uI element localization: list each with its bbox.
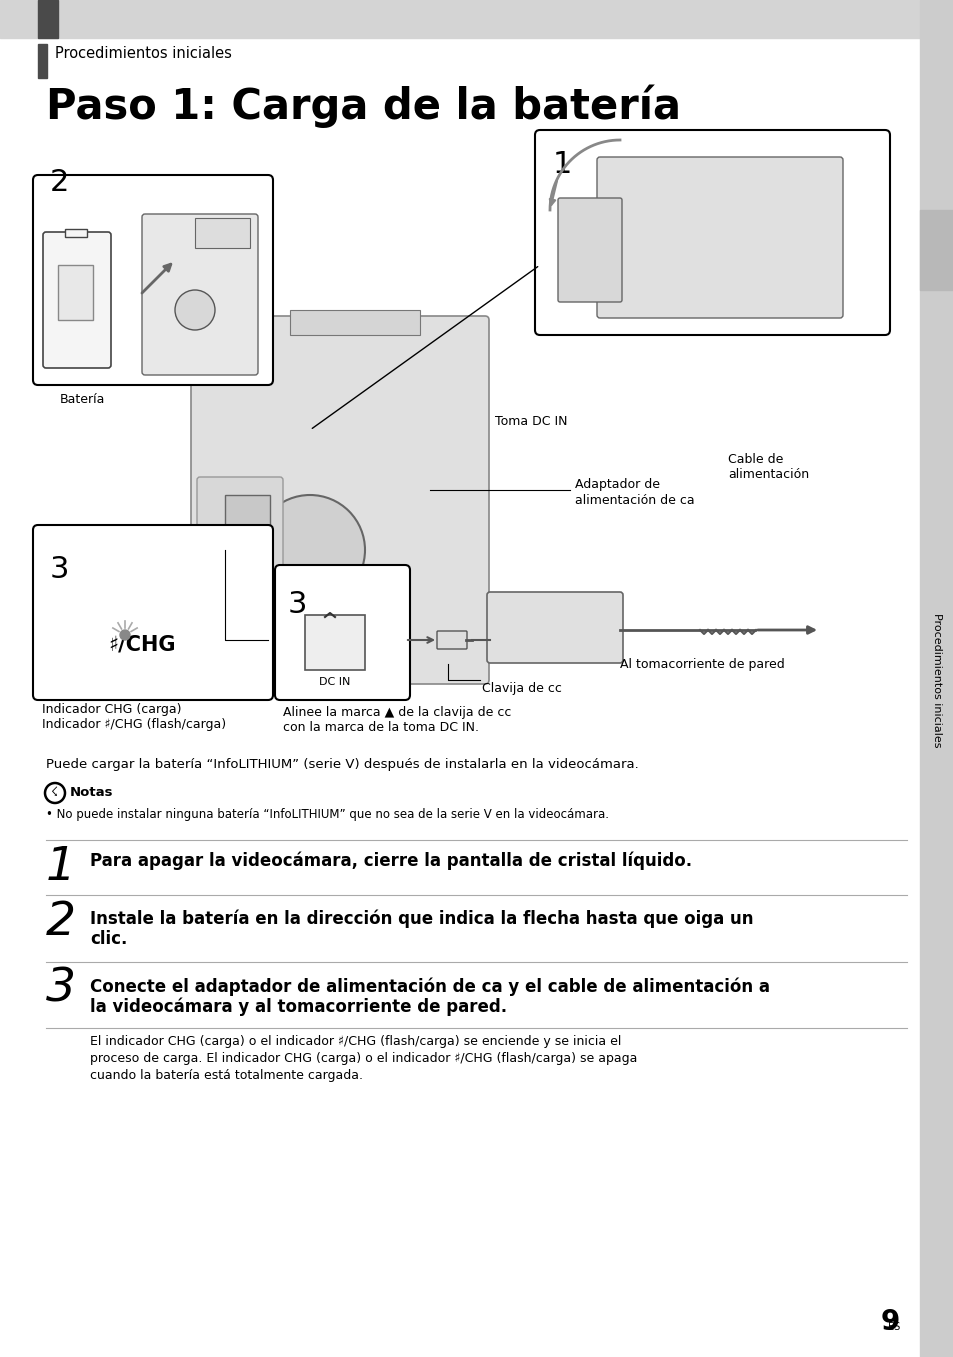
Text: ES: ES (887, 1322, 899, 1333)
Text: Indicador ♯/CHG (flash/carga): Indicador ♯/CHG (flash/carga) (42, 718, 226, 731)
Text: El indicador CHG (carga) o el indicador ♯/CHG (flash/carga) se enciende y se ini: El indicador CHG (carga) o el indicador … (90, 1035, 620, 1048)
FancyBboxPatch shape (142, 214, 257, 375)
Text: Clavija de cc: Clavija de cc (481, 683, 561, 695)
Text: Para apagar la videocámara, cierre la pantalla de cristal líquido.: Para apagar la videocámara, cierre la pa… (90, 852, 691, 870)
Text: • No puede instalar ninguna batería “InfoLITHIUM” que no sea de la serie V en la: • No puede instalar ninguna batería “Inf… (46, 807, 608, 821)
Text: alimentación de ca: alimentación de ca (575, 494, 694, 508)
Bar (0, 0, 919, 38)
Text: Indicador CHG (carga): Indicador CHG (carga) (42, 703, 181, 716)
Bar (38, 0, 58, 38)
Text: Notas: Notas (70, 786, 113, 799)
FancyBboxPatch shape (597, 157, 842, 318)
Text: Al tomacorriente de pared: Al tomacorriente de pared (619, 658, 784, 670)
FancyBboxPatch shape (43, 232, 111, 368)
Text: Puede cargar la batería “InfoLITHIUM” (serie V) después de instalarla en la vide: Puede cargar la batería “InfoLITHIUM” (s… (46, 759, 639, 771)
Text: Toma DC IN: Toma DC IN (495, 415, 567, 427)
Text: la videocámara y al tomacorriente de pared.: la videocámara y al tomacorriente de par… (90, 997, 507, 1016)
FancyBboxPatch shape (33, 525, 273, 700)
Text: ♯/CHG: ♯/CHG (108, 635, 175, 655)
Text: Adaptador de: Adaptador de (575, 478, 659, 491)
Text: Instale la batería en la dirección que indica la flecha hasta que oiga un: Instale la batería en la dirección que i… (90, 911, 753, 928)
Bar (65, 229, 87, 237)
FancyBboxPatch shape (558, 198, 621, 303)
Text: Batería: Batería (59, 394, 105, 406)
Text: 2: 2 (50, 168, 70, 197)
Text: Procedimientos iniciales: Procedimientos iniciales (931, 613, 941, 748)
Text: proceso de carga. El indicador CHG (carga) o el indicador ♯/CHG (flash/carga) se: proceso de carga. El indicador CHG (carg… (90, 1052, 637, 1065)
Text: 3: 3 (46, 968, 76, 1012)
FancyBboxPatch shape (191, 316, 489, 684)
Text: con la marca de la toma DC IN.: con la marca de la toma DC IN. (283, 721, 478, 734)
FancyBboxPatch shape (33, 175, 273, 385)
Bar (38, 43, 47, 77)
FancyBboxPatch shape (486, 592, 622, 664)
Text: 1: 1 (553, 151, 572, 179)
Circle shape (120, 630, 130, 641)
Bar (225, 495, 270, 535)
Text: Alinee la marca ▲ de la clavija de cc: Alinee la marca ▲ de la clavija de cc (283, 706, 511, 719)
Text: clic.: clic. (90, 930, 128, 949)
Bar (305, 615, 365, 670)
Text: 3: 3 (288, 590, 307, 619)
Text: 1: 1 (46, 845, 76, 890)
Text: 3: 3 (50, 555, 70, 584)
Text: Procedimientos iniciales: Procedimientos iniciales (55, 46, 232, 61)
Text: cuando la batería está totalmente cargada.: cuando la batería está totalmente cargad… (90, 1069, 363, 1082)
Text: 2: 2 (46, 900, 76, 944)
Bar (194, 218, 250, 248)
FancyBboxPatch shape (436, 631, 467, 649)
Text: ☇: ☇ (51, 787, 58, 799)
Bar (58, 265, 92, 320)
FancyBboxPatch shape (196, 478, 283, 683)
Circle shape (174, 290, 214, 330)
Text: Conecte el adaptador de alimentación de ca y el cable de alimentación a: Conecte el adaptador de alimentación de … (90, 978, 769, 996)
Text: Cable de: Cable de (727, 453, 782, 465)
Circle shape (254, 495, 365, 605)
Bar (290, 309, 419, 335)
Text: 9: 9 (880, 1308, 899, 1337)
FancyBboxPatch shape (535, 130, 889, 335)
Bar (919, 0, 953, 1357)
Text: DC IN: DC IN (319, 677, 351, 687)
Text: Paso 1: Carga de la batería: Paso 1: Carga de la batería (46, 84, 680, 128)
Bar (919, 210, 953, 290)
Text: alimentación: alimentación (727, 468, 808, 480)
FancyBboxPatch shape (274, 565, 410, 700)
